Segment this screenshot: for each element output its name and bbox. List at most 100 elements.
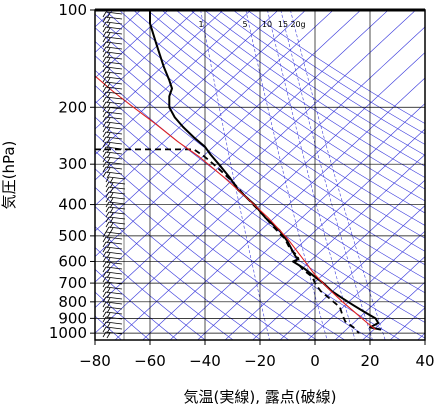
wind-barb-shaft <box>105 306 123 310</box>
wind-barb-shaft <box>105 46 123 50</box>
wind-barb-feather <box>106 332 111 339</box>
wind-barb-feather <box>102 141 107 148</box>
wind-barb-shaft <box>105 296 123 300</box>
wind-barb-shaft <box>105 321 123 325</box>
mixing-ratio-label: 1 <box>198 20 203 29</box>
wind-barb-feather <box>102 236 107 243</box>
wind-barb-feather <box>102 21 107 28</box>
x-tick-label: −80 <box>79 352 111 370</box>
temperature-line <box>149 10 382 331</box>
dry-adiabat-line <box>95 116 401 340</box>
red-profile-line <box>95 75 376 331</box>
wind-barb-feather <box>102 291 107 298</box>
dry-adiabat-line <box>95 186 290 340</box>
mixing-ratio-line <box>280 10 373 340</box>
wind-barb-shaft <box>105 331 123 335</box>
wind-barb-feather <box>102 51 107 58</box>
wind-barb-feather <box>102 101 107 108</box>
isopleth-lines <box>95 10 425 340</box>
isotherm-line <box>142 77 425 340</box>
wind-barb-feather <box>102 26 107 33</box>
dry-adiabat-line <box>246 10 425 124</box>
wind-barb-feather <box>105 176 110 183</box>
isotherm-line <box>95 10 362 257</box>
wind-barb-feather <box>102 36 107 43</box>
x-tick-label: −20 <box>244 352 276 370</box>
wind-barb-shaft <box>108 211 126 215</box>
wind-barb-feather <box>102 156 107 163</box>
wind-barb-feather <box>102 296 107 303</box>
wind-barb-shaft <box>105 156 123 160</box>
wind-barb-shaft <box>105 251 123 255</box>
wind-barb-shaft <box>105 21 123 25</box>
wind-barb-shaft <box>105 126 123 130</box>
x-tick-label: 20 <box>360 352 379 370</box>
wind-barb-feather <box>105 181 110 188</box>
y-tick-label: 400 <box>58 196 87 214</box>
wind-barb-shaft <box>105 256 123 260</box>
wind-barb-shaft <box>105 116 123 120</box>
y-tick-label: 600 <box>58 252 87 270</box>
mixing-ratio-label: 15 <box>278 20 288 29</box>
wind-barb-shaft <box>108 201 126 205</box>
y-tick-label: 300 <box>58 155 87 173</box>
wind-barb-feather <box>102 16 107 23</box>
y-tick-label: 900 <box>58 309 87 327</box>
wind-barb-feather <box>102 331 107 338</box>
wind-barb-shaft <box>105 76 123 80</box>
wind-barb-shaft <box>105 166 123 170</box>
dry-adiabat-line <box>161 10 425 190</box>
wind-barb-shaft <box>105 101 123 105</box>
wind-barb-feather <box>102 146 107 153</box>
y-tick-label: 800 <box>58 293 87 311</box>
dry-adiabat-line <box>175 10 425 178</box>
wind-barb-feather <box>106 172 111 179</box>
dry-adiabat-line <box>95 168 317 340</box>
wind-barb-feather <box>102 126 107 133</box>
x-tick-label: 40 <box>415 352 434 370</box>
wind-barb-shaft <box>108 226 126 230</box>
wind-barb-feather <box>102 161 107 168</box>
dry-adiabat-line <box>104 10 425 239</box>
isotherm-line <box>95 10 224 130</box>
wind-barb-shaft <box>105 56 123 60</box>
wind-barb-shaft <box>105 171 123 175</box>
wind-barb-shaft <box>105 106 123 110</box>
wind-barb-shaft <box>105 71 123 75</box>
wind-barb-shaft <box>105 26 123 30</box>
wind-barb-feather <box>102 261 107 268</box>
wind-barb-feather <box>102 116 107 123</box>
wind-barb-feather <box>102 231 107 238</box>
wind-barb-feather <box>105 201 110 208</box>
y-tick-label: 500 <box>58 227 87 245</box>
dry-adiabat-line <box>95 247 206 340</box>
profile-lines <box>95 10 382 334</box>
wind-barb-feather <box>102 61 107 68</box>
wind-barb-shaft <box>105 86 123 90</box>
wind-barb-feather <box>102 246 107 253</box>
wind-barb-feather <box>102 96 107 103</box>
wind-barb-feather <box>102 316 107 323</box>
isotherm-line <box>95 26 425 334</box>
wind-barb-shaft <box>105 231 123 235</box>
wind-barb-shaft <box>108 216 126 220</box>
y-axis-title: 気圧(hPa) <box>0 141 18 210</box>
mixing-ratio-line <box>200 10 270 340</box>
isotherm-line <box>95 10 252 155</box>
wind-barb-shaft <box>105 31 123 35</box>
dry-adiabat-line <box>95 41 425 279</box>
wind-barb-feather <box>102 171 107 178</box>
x-tick-labels: −80 −60 −40 −20 0 20 40 <box>79 340 435 370</box>
wind-barb-feather <box>102 56 107 63</box>
mixing-ratio-label: 5 <box>242 20 247 29</box>
mixing-ratio-labels: 1 5 10 15 20g <box>198 20 305 29</box>
wind-barb-feather <box>105 186 110 193</box>
wind-barb-shaft <box>105 41 123 45</box>
dry-adiabat-line <box>189 10 425 167</box>
wind-barb-feather <box>102 46 107 53</box>
wind-barb-feather <box>102 251 107 258</box>
isotherm-line <box>95 10 197 104</box>
mixing-ratio-line <box>290 10 386 340</box>
y-tick-label: 100 <box>58 1 87 19</box>
dry-adiabat-line <box>95 226 234 340</box>
